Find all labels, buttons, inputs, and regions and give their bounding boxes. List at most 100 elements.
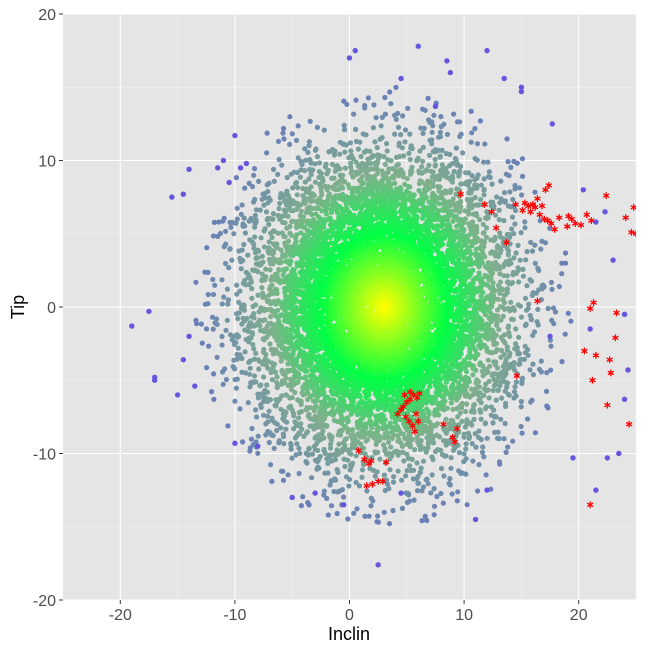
data-point — [448, 400, 454, 406]
data-point — [470, 458, 476, 464]
data-point — [468, 420, 474, 426]
data-point — [357, 139, 363, 145]
data-point — [203, 326, 210, 332]
data-point — [508, 164, 514, 170]
data-point — [508, 361, 514, 367]
data-point — [498, 178, 504, 184]
data-point — [246, 371, 253, 377]
data-point — [309, 423, 315, 429]
data-point — [375, 513, 381, 519]
data-point — [505, 203, 511, 209]
data-point — [226, 265, 232, 271]
data-point — [430, 123, 436, 129]
data-point — [511, 255, 517, 261]
data-point — [478, 293, 484, 299]
data-point — [255, 292, 261, 298]
data-point — [392, 131, 398, 137]
data-point — [429, 129, 435, 135]
data-point — [371, 102, 377, 108]
data-point — [522, 322, 529, 329]
data-point — [261, 244, 268, 250]
data-point — [530, 332, 536, 338]
data-point — [432, 156, 438, 163]
data-point — [382, 111, 388, 117]
data-point — [559, 271, 565, 277]
data-point — [466, 204, 472, 210]
data-point — [249, 286, 255, 292]
data-point — [393, 448, 399, 454]
data-point — [403, 490, 409, 496]
data-point — [324, 495, 330, 501]
data-point — [468, 139, 474, 145]
data-point — [525, 416, 531, 422]
data-point — [385, 439, 392, 445]
data-point — [477, 118, 483, 124]
data-point — [211, 371, 217, 377]
data-point — [271, 445, 277, 451]
data-point — [373, 115, 379, 121]
data-point — [305, 149, 311, 155]
data-point — [497, 271, 503, 277]
data-point — [547, 337, 554, 343]
data-point — [353, 479, 359, 486]
data-point — [331, 175, 337, 181]
data-point — [259, 285, 265, 291]
data-point — [405, 105, 411, 111]
data-point — [274, 374, 280, 380]
data-point — [459, 400, 466, 406]
data-point — [505, 325, 511, 331]
data-point — [328, 503, 335, 509]
data-point — [448, 417, 454, 423]
data-point — [497, 234, 504, 240]
data-point — [404, 451, 410, 457]
data-point — [485, 357, 491, 363]
data-point — [241, 215, 247, 221]
data-point — [393, 84, 399, 90]
data-point — [562, 260, 569, 266]
data-point — [405, 183, 411, 190]
data-point — [235, 316, 241, 322]
data-point — [446, 163, 453, 169]
data-point — [422, 182, 428, 188]
data-point — [497, 230, 503, 236]
data-point — [472, 126, 478, 132]
data-point — [342, 149, 348, 155]
data-point — [363, 132, 369, 138]
data-point — [549, 317, 555, 323]
data-point — [322, 164, 328, 170]
data-point — [220, 381, 226, 387]
data-point — [307, 118, 313, 124]
data-point — [417, 148, 423, 154]
data-point — [251, 245, 257, 251]
data-point — [264, 150, 270, 156]
data-point — [485, 159, 491, 165]
data-point — [499, 395, 505, 401]
data-point — [528, 399, 534, 405]
data-point — [318, 251, 324, 258]
data-point — [407, 171, 414, 177]
data-point — [321, 488, 327, 494]
data-point — [377, 456, 383, 462]
data-point — [424, 406, 430, 412]
data-point — [469, 441, 475, 447]
data-point — [425, 481, 431, 487]
data-point — [241, 241, 247, 248]
data-point — [505, 159, 511, 165]
data-point — [236, 299, 242, 305]
data-point — [353, 126, 359, 132]
data-point — [302, 179, 308, 185]
data-point — [274, 290, 280, 297]
data-point — [510, 196, 516, 203]
data-point — [244, 315, 250, 322]
data-point — [503, 171, 509, 177]
data-point — [261, 346, 267, 352]
data-point — [394, 162, 400, 168]
data-point — [273, 403, 279, 409]
data-point — [497, 250, 503, 256]
data-point — [222, 260, 229, 267]
data-point — [264, 382, 270, 388]
data-point — [497, 200, 503, 206]
data-point — [204, 245, 210, 251]
data-point — [287, 261, 293, 267]
data-point — [490, 387, 496, 393]
